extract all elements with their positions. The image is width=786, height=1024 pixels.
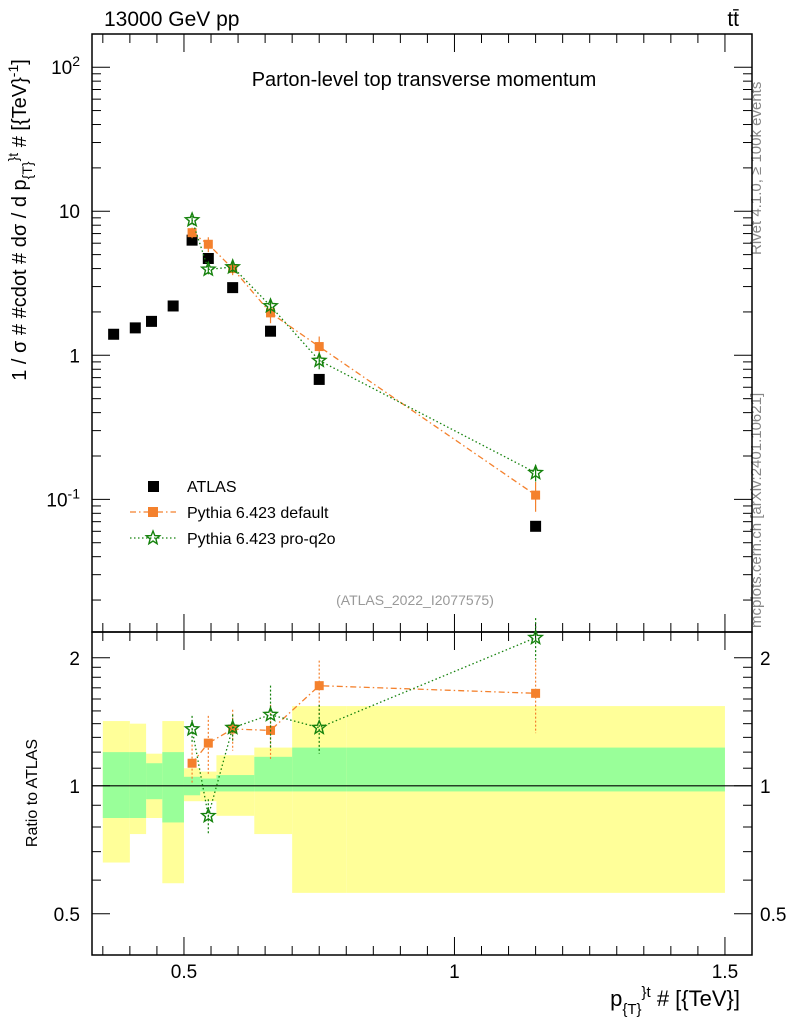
stat-band xyxy=(216,775,255,792)
legend-marker-atlas xyxy=(148,481,159,492)
main-series-layer xyxy=(108,211,545,532)
data-point-atlas xyxy=(167,300,179,312)
header-left-label: 13000 GeV pp xyxy=(104,8,239,31)
series-line-default xyxy=(191,232,536,496)
legend-star-shape xyxy=(144,529,162,546)
legend-label-atlas: ATLAS xyxy=(187,479,237,496)
main-y-tick-label: 102 xyxy=(51,53,80,79)
ratio-point-default xyxy=(228,724,238,734)
stat-band xyxy=(129,752,147,818)
data-point-atlas xyxy=(129,322,141,334)
x-axis-label: p{T}}t # [{TeV}] xyxy=(610,984,740,1018)
syst-band xyxy=(346,706,725,893)
legend-label-default: Pythia 6.423 default xyxy=(187,505,329,522)
data-point-pro-q2o xyxy=(183,211,201,228)
data-point-pro-q2o xyxy=(199,260,217,277)
data-point-default xyxy=(203,239,213,249)
main-legend: ATLAS Pythia 6.423 default Pythia 6.423 … xyxy=(130,479,336,548)
main-axis-ticks: 10-1 1 10 102 xyxy=(46,34,752,632)
ratio-point-default xyxy=(531,688,541,698)
data-point-atlas xyxy=(146,315,158,327)
x-tick-label: 1 xyxy=(449,962,460,983)
main-y-tick-label: 10 xyxy=(59,202,80,223)
mcplots-label: mcplots.cern.ch [arXiv:2401.10621] xyxy=(748,393,765,628)
ratio-y-tick-label-left: 2 xyxy=(69,649,80,670)
ratio-y-tick-label-left: 0.5 xyxy=(54,905,80,926)
stat-band xyxy=(200,778,217,792)
ratio-series-layer xyxy=(183,618,545,835)
main-y-tick-label: 10-1 xyxy=(46,485,80,511)
data-point-pro-q2o xyxy=(310,351,328,368)
data-point-atlas xyxy=(227,282,239,294)
main-y-axis-label: 1 / σ # #cdot # dσ / d p{T}}t # [{TeV}-1… xyxy=(5,59,35,381)
data-point-atlas xyxy=(313,373,325,385)
ratio-axis-ticks: 0.5 0.5 1 1 2 2 0.5 1 1.5 xyxy=(54,632,786,983)
data-point-default xyxy=(187,228,197,238)
ratio-y-tick-label-left: 1 xyxy=(69,777,80,798)
data-point-pro-q2o xyxy=(262,297,280,314)
data-point-pro-q2o xyxy=(527,463,545,481)
x-tick-label: 0.5 xyxy=(171,962,197,983)
ratio-y-tick-label-right: 2 xyxy=(760,649,771,670)
legend-label-pro-q2o: Pythia 6.423 pro-q2o xyxy=(187,531,336,548)
legend-marker-pro-q2o xyxy=(144,529,162,546)
ratio-line-pro-q2o xyxy=(191,637,536,816)
stat-band xyxy=(146,763,163,800)
ratio-point-default xyxy=(203,738,213,748)
ratio-point-pro-q2o xyxy=(526,628,545,646)
ratio-panel-frame xyxy=(91,631,753,956)
ratio-point-pro-q2o xyxy=(262,705,280,722)
data-point-pro-q2o xyxy=(224,258,242,275)
header-right-label: tt̄ xyxy=(727,8,739,31)
ratio-point-default xyxy=(314,681,324,691)
series-line-pro-q2o xyxy=(191,219,536,474)
stat-band xyxy=(292,747,347,792)
analysis-id-label: (ATLAS_2022_I2077575) xyxy=(336,592,494,608)
x-tick-label: 1.5 xyxy=(712,962,738,983)
ratio-y-tick-label-right: 0.5 xyxy=(760,905,786,926)
data-point-default xyxy=(531,490,541,500)
ratio-line-default xyxy=(191,685,536,764)
ratio-point-pro-q2o xyxy=(183,720,201,737)
main-chart-title: Parton-level top transverse momentum xyxy=(252,69,597,91)
ratio-point-pro-q2o xyxy=(224,718,242,735)
stat-band xyxy=(346,747,725,792)
ratio-y-axis-label: Ratio to ATLAS xyxy=(24,739,41,847)
main-y-tick-label: 1 xyxy=(69,346,80,367)
data-point-default xyxy=(314,342,324,352)
stat-band xyxy=(162,752,184,823)
data-point-atlas xyxy=(108,328,120,340)
ratio-point-pro-q2o xyxy=(310,718,328,735)
stat-band xyxy=(102,752,130,818)
ratio-point-default xyxy=(187,758,197,768)
data-point-atlas xyxy=(265,325,277,337)
ratio-y-tick-label-right: 1 xyxy=(760,777,771,798)
ratio-point-pro-q2o xyxy=(199,806,217,824)
data-point-atlas xyxy=(530,520,542,532)
data-point-atlas xyxy=(202,252,214,264)
legend-marker-default xyxy=(148,507,158,517)
data-point-atlas xyxy=(186,234,198,246)
